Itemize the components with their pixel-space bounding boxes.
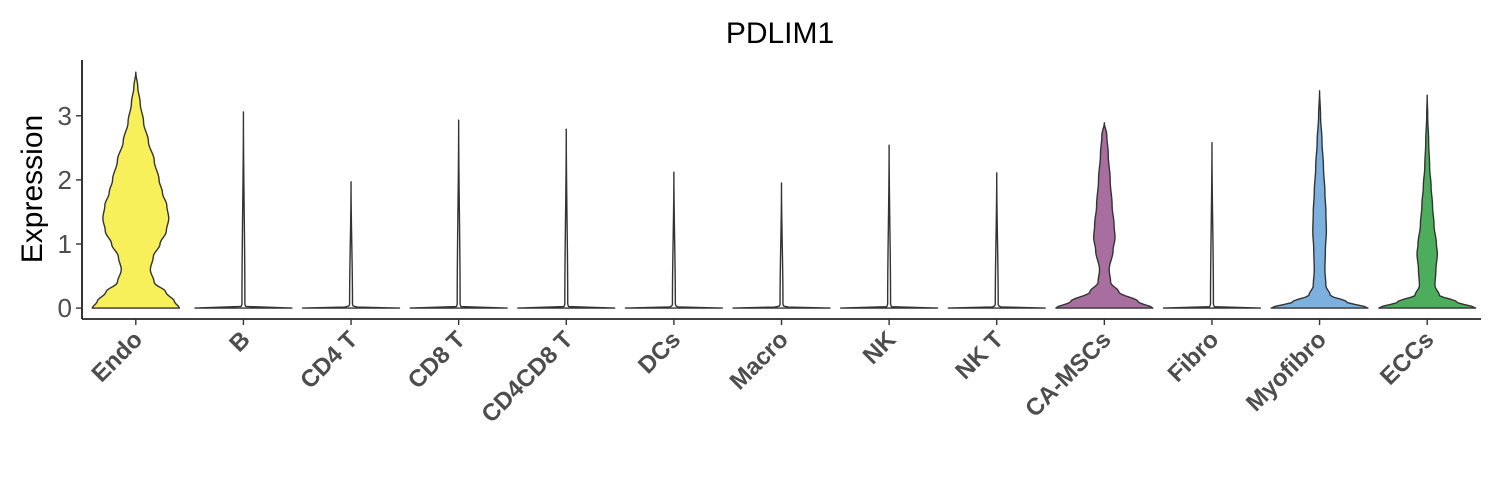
- x-tick-label: DCs: [633, 326, 686, 379]
- y-axis-label: Expression: [16, 115, 49, 263]
- violin-layer: [91, 71, 1477, 309]
- violin-nk-t: [947, 172, 1046, 309]
- x-tick-label: ECCs: [1375, 326, 1439, 390]
- x-axis: Endo B CD4 T CD8 T CD4CD8 T DCs Macro NK NK T CA-…: [82, 318, 1481, 428]
- x-tick-label: Macro: [725, 326, 794, 395]
- x-tick-label: Fibro: [1163, 326, 1225, 388]
- violin-ca-mscs: [1055, 122, 1154, 309]
- x-tick-label: CD4 T: [295, 326, 363, 394]
- violin-eccs: [1378, 94, 1477, 309]
- violin-cd4-t: [301, 181, 401, 309]
- y-axis: 0 1 2 3: [58, 60, 83, 323]
- violin-cd8-t: [409, 119, 508, 309]
- y-tick-label: 2: [58, 165, 72, 195]
- chart-title: PDLIM1: [726, 17, 834, 50]
- violin-nk: [839, 144, 939, 309]
- x-tick-label: Myofibro: [1241, 326, 1332, 417]
- violin-endo: [91, 71, 181, 309]
- violin-dcs: [624, 171, 724, 309]
- x-tick-label: CD8 T: [403, 326, 471, 394]
- y-tick-label: 1: [58, 229, 72, 259]
- violin-b: [194, 111, 293, 309]
- violin-fibro: [1162, 142, 1262, 309]
- x-tick-label: CD4CD8 T: [476, 326, 578, 428]
- violin-macro: [732, 182, 831, 309]
- y-tick-label: 0: [58, 293, 72, 323]
- x-tick-label: CA-MSCs: [1020, 326, 1116, 422]
- violin-cd4cd8-t: [517, 128, 616, 309]
- violin-myofibro: [1270, 90, 1369, 309]
- y-tick-label: 3: [58, 101, 72, 131]
- x-tick-label: B: [224, 326, 255, 357]
- x-tick-label: NK: [858, 326, 902, 370]
- x-tick-label: Endo: [87, 326, 149, 388]
- x-tick-label: NK T: [950, 326, 1009, 385]
